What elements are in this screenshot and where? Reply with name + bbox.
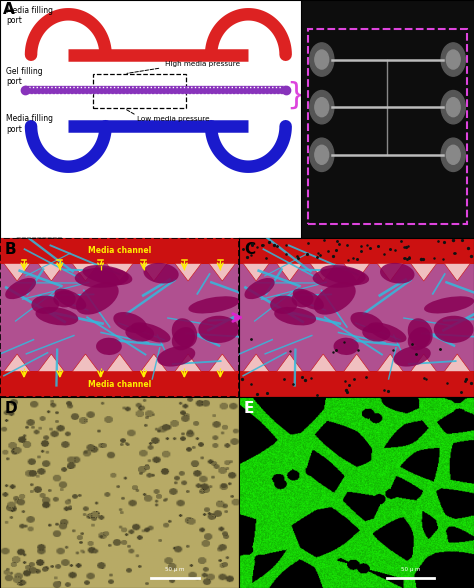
Polygon shape <box>411 354 437 372</box>
Ellipse shape <box>408 318 433 348</box>
Text: Media filling
port: Media filling port <box>6 114 53 133</box>
Ellipse shape <box>314 282 356 315</box>
Circle shape <box>441 43 465 76</box>
Ellipse shape <box>76 282 118 315</box>
Polygon shape <box>243 354 269 372</box>
Circle shape <box>315 98 328 116</box>
Ellipse shape <box>320 265 369 285</box>
Ellipse shape <box>198 316 239 343</box>
Text: E: E <box>244 401 255 416</box>
Ellipse shape <box>125 324 154 342</box>
Circle shape <box>310 91 334 124</box>
Polygon shape <box>209 263 236 281</box>
Ellipse shape <box>245 278 275 299</box>
Ellipse shape <box>368 322 407 343</box>
Text: Media channel: Media channel <box>88 380 151 389</box>
Bar <box>93 74 186 108</box>
Polygon shape <box>4 263 30 281</box>
Text: B: B <box>5 242 17 257</box>
Text: 50 μ m: 50 μ m <box>165 567 184 572</box>
Ellipse shape <box>292 290 314 308</box>
Polygon shape <box>73 354 99 372</box>
Polygon shape <box>310 263 336 281</box>
Ellipse shape <box>408 327 430 350</box>
Ellipse shape <box>5 278 36 299</box>
Polygon shape <box>310 354 336 372</box>
Ellipse shape <box>113 312 147 333</box>
Ellipse shape <box>424 296 474 313</box>
Ellipse shape <box>82 265 132 285</box>
Polygon shape <box>444 354 470 372</box>
Polygon shape <box>175 263 201 281</box>
Circle shape <box>441 138 465 172</box>
Text: Gel filling
port: Gel filling port <box>6 66 43 86</box>
Polygon shape <box>175 354 201 372</box>
Ellipse shape <box>188 296 239 313</box>
Circle shape <box>447 145 460 164</box>
Ellipse shape <box>144 263 179 283</box>
Ellipse shape <box>270 295 297 314</box>
Text: Low media pressure: Low media pressure <box>137 116 209 122</box>
Polygon shape <box>141 354 167 372</box>
Polygon shape <box>38 354 64 372</box>
Polygon shape <box>277 263 302 281</box>
Text: High media pressure: High media pressure <box>164 61 240 67</box>
Text: C: C <box>244 242 255 257</box>
Bar <box>0 372 239 397</box>
Ellipse shape <box>393 346 431 366</box>
Ellipse shape <box>157 346 195 366</box>
Ellipse shape <box>362 324 391 342</box>
Ellipse shape <box>172 327 195 350</box>
Bar <box>0 238 239 263</box>
Text: 50 μ m: 50 μ m <box>401 567 420 572</box>
Polygon shape <box>277 354 302 372</box>
Circle shape <box>315 145 328 164</box>
Circle shape <box>447 98 460 116</box>
Circle shape <box>441 91 465 124</box>
Polygon shape <box>38 263 64 281</box>
Text: }: } <box>286 81 306 110</box>
Polygon shape <box>141 263 167 281</box>
Polygon shape <box>107 263 133 281</box>
Circle shape <box>315 50 328 69</box>
Polygon shape <box>344 354 370 372</box>
Bar <box>239 372 474 397</box>
Bar <box>308 29 467 224</box>
Text: A: A <box>3 2 15 18</box>
Ellipse shape <box>131 322 171 343</box>
Ellipse shape <box>274 307 316 325</box>
Ellipse shape <box>380 263 415 283</box>
Polygon shape <box>73 263 99 281</box>
Bar <box>239 263 474 372</box>
Polygon shape <box>444 263 470 281</box>
Ellipse shape <box>55 289 86 310</box>
Ellipse shape <box>172 318 197 348</box>
Polygon shape <box>243 263 269 281</box>
Bar <box>239 238 474 263</box>
Polygon shape <box>377 354 403 372</box>
Bar <box>0 263 239 372</box>
Ellipse shape <box>31 295 59 314</box>
Polygon shape <box>344 263 370 281</box>
Circle shape <box>447 50 460 69</box>
Ellipse shape <box>434 316 474 343</box>
Polygon shape <box>107 354 133 372</box>
Ellipse shape <box>313 268 365 288</box>
Polygon shape <box>377 263 403 281</box>
Circle shape <box>310 138 334 172</box>
Ellipse shape <box>75 268 129 288</box>
Ellipse shape <box>96 338 122 355</box>
Ellipse shape <box>53 290 76 308</box>
Ellipse shape <box>350 312 383 333</box>
Ellipse shape <box>36 307 78 325</box>
Text: Media channel: Media channel <box>88 246 151 255</box>
Ellipse shape <box>293 289 324 310</box>
Text: Media filling
port: Media filling port <box>6 6 53 25</box>
Circle shape <box>310 43 334 76</box>
Polygon shape <box>411 263 437 281</box>
Ellipse shape <box>334 338 359 355</box>
Polygon shape <box>4 354 30 372</box>
Polygon shape <box>209 354 236 372</box>
Text: D: D <box>5 401 18 416</box>
